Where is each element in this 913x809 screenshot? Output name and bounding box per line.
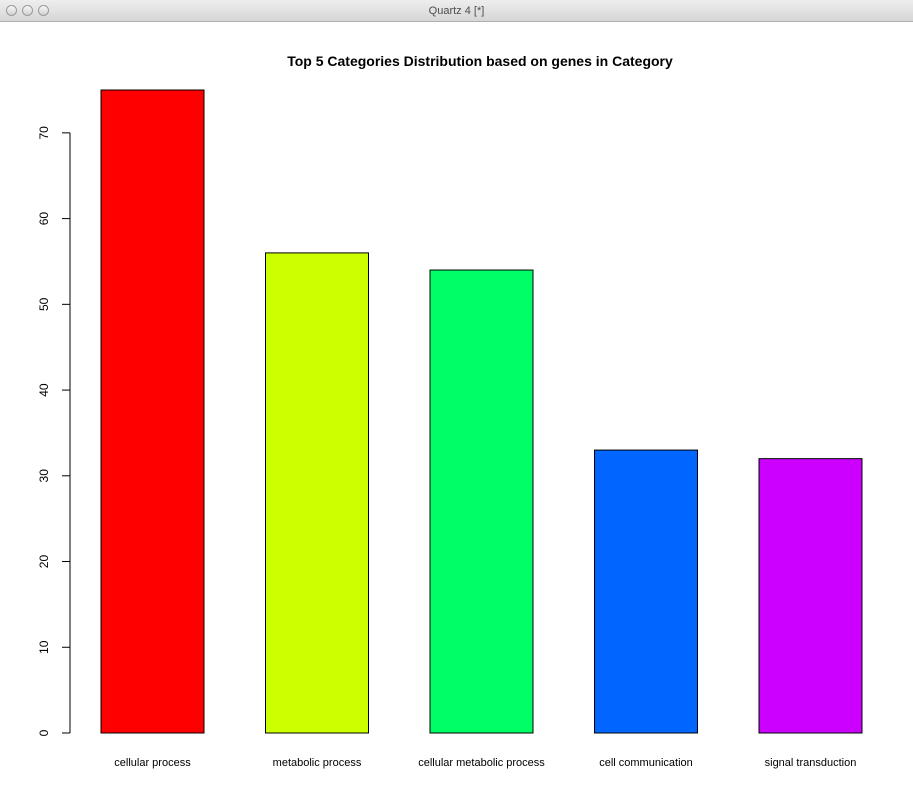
zoom-window-button[interactable] xyxy=(38,5,49,16)
bar-metabolic-process xyxy=(265,252,369,734)
x-category-label: metabolic process xyxy=(273,757,362,769)
window-title: Quartz 4 [*] xyxy=(428,5,485,17)
x-category-label: cell communication xyxy=(599,757,693,769)
x-category-label: signal transduction xyxy=(765,757,857,769)
bar-cellular-process xyxy=(100,89,205,734)
y-tick-label: 40 xyxy=(37,383,51,397)
bar-cellular-metabolic-process xyxy=(429,269,534,734)
minimize-window-button[interactable] xyxy=(22,5,33,16)
y-tick-label: 60 xyxy=(37,212,51,226)
y-tick-label: 30 xyxy=(37,469,51,483)
y-tick-label: 20 xyxy=(37,555,51,569)
window-titlebar: Quartz 4 [*] xyxy=(0,0,913,22)
x-category-label: cellular process xyxy=(114,757,191,769)
y-tick-label: 10 xyxy=(37,640,51,654)
close-window-button[interactable] xyxy=(6,5,17,16)
bars-group xyxy=(100,89,863,734)
bar-cell-communication xyxy=(594,449,698,734)
y-tick-label: 0 xyxy=(37,729,51,736)
bar-signal-transduction xyxy=(758,458,863,734)
y-tick-label: 50 xyxy=(37,297,51,311)
y-axis: 0 10 20 30 40 50 60 70 xyxy=(37,126,71,736)
chart-title: Top 5 Categories Distribution based on g… xyxy=(287,53,673,69)
x-axis-labels: cellular process metabolic process cellula… xyxy=(114,757,856,769)
x-category-label: cellular metabolic process xyxy=(418,757,545,769)
y-tick-label: 70 xyxy=(37,126,51,140)
